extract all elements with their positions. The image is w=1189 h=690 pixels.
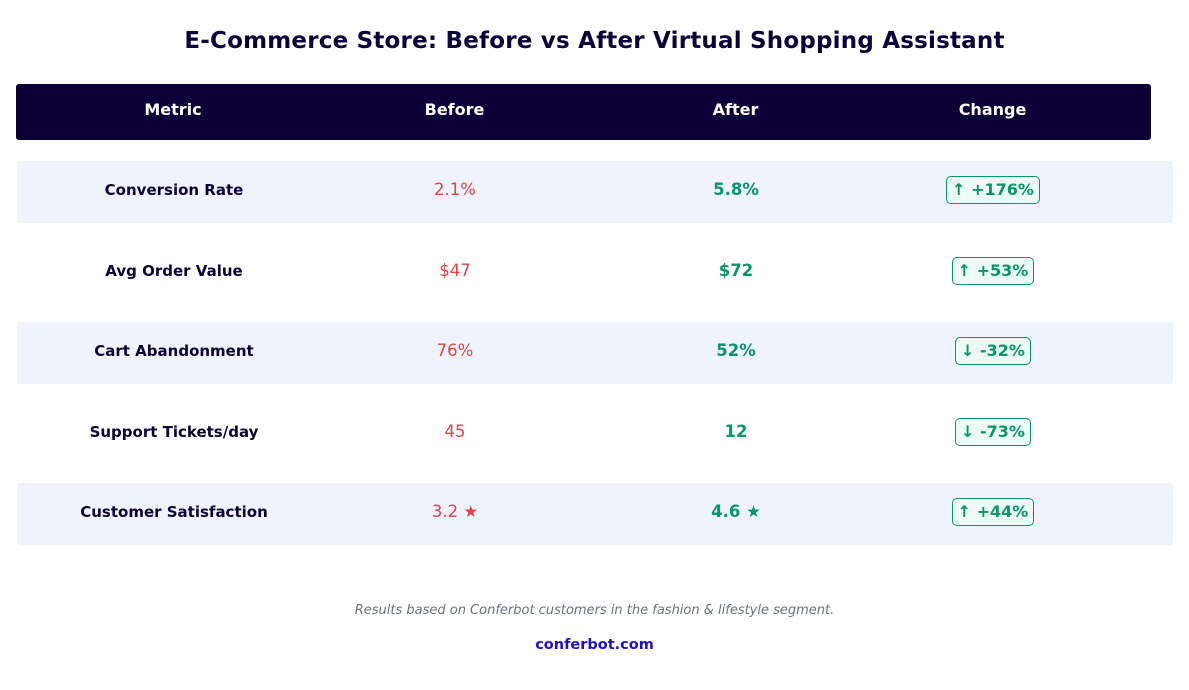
metric-cell: Conversion Rate	[104, 181, 244, 199]
change-badge: ↑ +53%	[951, 256, 1035, 285]
metric-cell: Support Tickets/day	[89, 422, 259, 441]
after-cell: 52%	[716, 341, 756, 360]
header-metric: Metric	[144, 100, 202, 119]
brand-link[interactable]: conferbot.com	[535, 637, 654, 653]
before-cell: 45	[444, 421, 466, 441]
footnote: Results based on Conferbot customers in …	[354, 603, 835, 618]
after-cell: 4.6 ★	[711, 502, 761, 521]
change-badge: ↓ -73%	[955, 417, 1031, 446]
header-segment-before	[299, 84, 610, 140]
metric-cell: Cart Abandonment	[94, 342, 254, 360]
before-cell: $47	[439, 260, 471, 280]
after-cell: 12	[724, 421, 748, 441]
metric-cell: Avg Order Value	[105, 261, 243, 280]
header-after: After	[712, 100, 759, 119]
chart-title: E-Commerce Store: Before vs After Virtua…	[184, 28, 1005, 54]
before-cell: 76%	[436, 341, 474, 360]
change-cell: ↑ +44%	[835, 497, 1151, 527]
metric-cell: Customer Satisfaction	[80, 503, 268, 521]
change-badge: ↑ +44%	[951, 498, 1035, 526]
header-segment-metric	[16, 84, 330, 140]
header-segment-change	[837, 84, 1151, 140]
change-cell: ↓ -73%	[835, 417, 1151, 447]
change-cell: ↓ -32%	[835, 336, 1151, 366]
change-badge: ↑ +176%	[946, 176, 1040, 204]
header-change: Change	[958, 100, 1027, 119]
before-cell: 2.1%	[434, 180, 476, 199]
change-cell: ↑ +53%	[835, 256, 1151, 286]
header-before: Before	[424, 100, 485, 119]
after-cell: $72	[718, 260, 754, 280]
change-cell: ↑ +176%	[835, 175, 1151, 205]
change-badge: ↓ -32%	[955, 337, 1031, 365]
before-cell: 3.2 ★	[431, 502, 479, 521]
after-cell: 5.8%	[713, 180, 759, 199]
